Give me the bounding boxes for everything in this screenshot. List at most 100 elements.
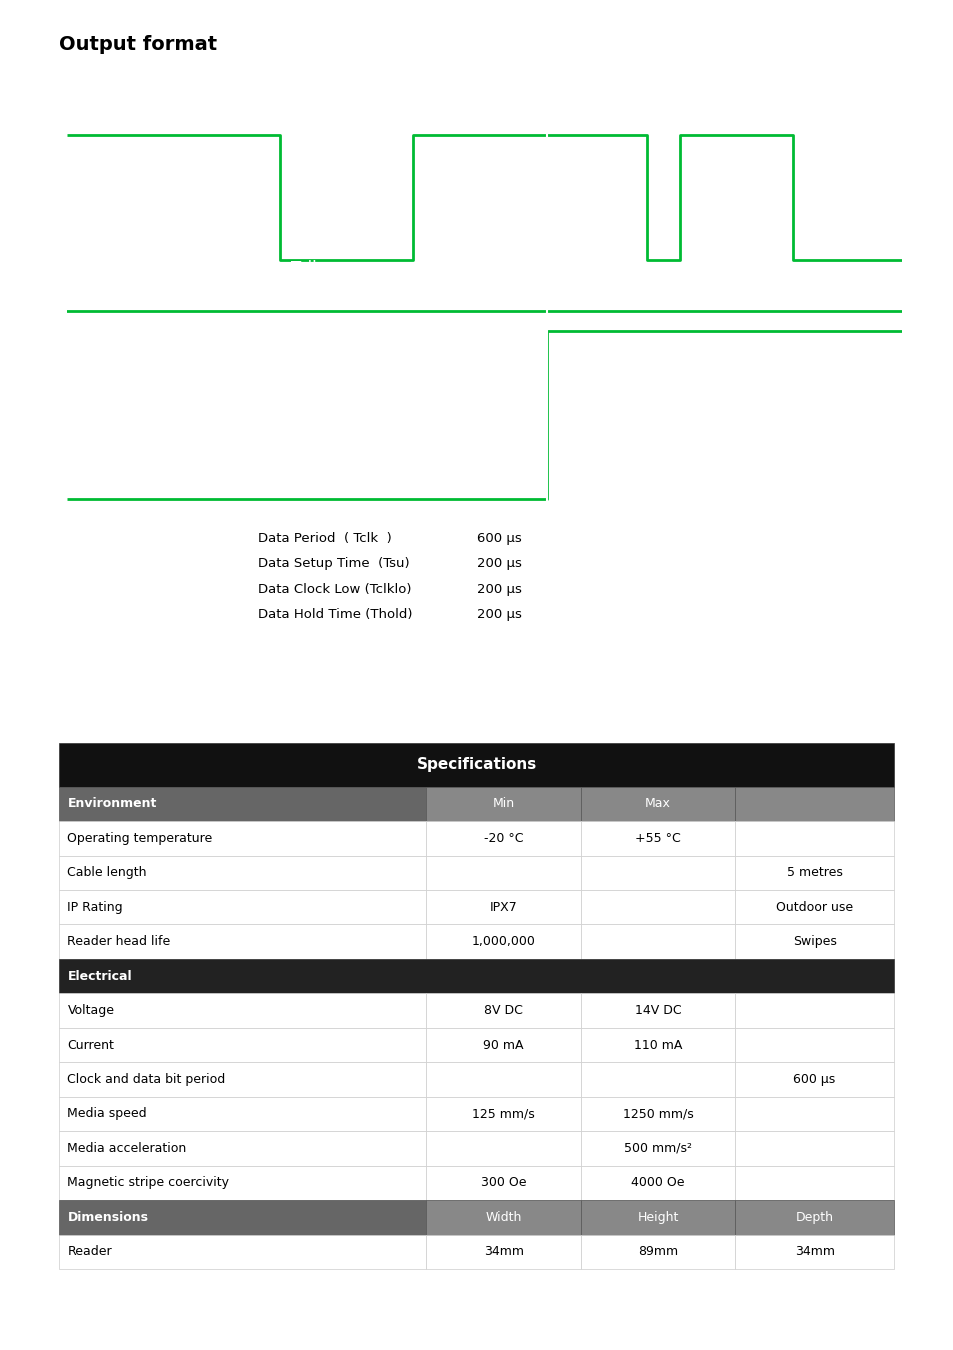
Bar — [735, 1200, 893, 1234]
Text: 1,000,000: 1,000,000 — [471, 936, 535, 948]
Text: Swipes: Swipes — [792, 936, 836, 948]
Bar — [580, 994, 735, 1027]
Bar — [426, 1096, 580, 1131]
Bar — [59, 1165, 426, 1200]
Bar — [426, 787, 580, 821]
Text: 4000 Oe: 4000 Oe — [631, 1176, 684, 1189]
Text: Tsu: Tsu — [160, 176, 187, 194]
Bar — [735, 1165, 893, 1200]
Text: 125 mm/s: 125 mm/s — [472, 1107, 535, 1120]
Text: Thold: Thold — [455, 176, 504, 194]
Text: Height: Height — [637, 1211, 678, 1224]
Bar — [59, 925, 426, 958]
Bar — [735, 787, 893, 821]
Bar — [59, 1062, 426, 1096]
Bar — [580, 890, 735, 925]
Text: 500 mm/s²: 500 mm/s² — [623, 1142, 691, 1154]
Text: 34mm: 34mm — [483, 1245, 523, 1258]
Bar — [59, 994, 426, 1027]
Bar — [735, 1096, 893, 1131]
Bar — [426, 1027, 580, 1062]
Text: Data Setup Time  (Tsu): Data Setup Time (Tsu) — [257, 558, 409, 571]
Text: 200 μs: 200 μs — [476, 608, 521, 621]
Bar — [735, 1027, 893, 1062]
Text: Environment: Environment — [68, 798, 156, 810]
Text: 8V DC: 8V DC — [484, 1004, 522, 1017]
Bar — [426, 925, 580, 958]
Text: IP Rating: IP Rating — [68, 900, 123, 914]
Bar — [426, 821, 580, 856]
Text: 110 mA: 110 mA — [633, 1038, 681, 1052]
Bar — [59, 1234, 426, 1269]
Text: 89mm: 89mm — [638, 1245, 678, 1258]
Bar — [735, 890, 893, 925]
Bar — [59, 787, 426, 821]
Bar — [59, 821, 426, 856]
Text: Voltage: Voltage — [68, 1004, 114, 1017]
Bar — [59, 1131, 426, 1165]
Bar — [735, 994, 893, 1027]
Text: IPX7: IPX7 — [489, 900, 517, 914]
Text: Depth: Depth — [795, 1211, 833, 1224]
Bar — [580, 1165, 735, 1200]
Text: Min: Min — [492, 798, 515, 810]
Text: 14V DC: 14V DC — [634, 1004, 680, 1017]
Text: 90 mA: 90 mA — [483, 1038, 523, 1052]
Text: -20 °C: -20 °C — [483, 832, 523, 845]
Text: 200 μs: 200 μs — [476, 558, 521, 571]
Bar — [59, 890, 426, 925]
Text: 300 Oe: 300 Oe — [480, 1176, 526, 1189]
Text: Data Period  ( Tclk  ): Data Period ( Tclk ) — [257, 532, 391, 545]
Bar — [580, 925, 735, 958]
Bar — [59, 1096, 426, 1131]
Bar — [426, 1062, 580, 1096]
Bar — [735, 821, 893, 856]
Text: Magnetic stripe coercivity: Magnetic stripe coercivity — [68, 1176, 230, 1189]
Bar — [426, 890, 580, 925]
Text: Reader: Reader — [68, 1245, 112, 1258]
Bar — [580, 1096, 735, 1131]
Text: Specifications: Specifications — [416, 757, 537, 772]
Text: Clock and data bit period: Clock and data bit period — [68, 1073, 226, 1085]
Text: 600 μs: 600 μs — [793, 1073, 835, 1085]
Text: 600 μs: 600 μs — [476, 532, 521, 545]
Bar — [426, 994, 580, 1027]
Text: Data Clock Low (Tclklo): Data Clock Low (Tclklo) — [257, 583, 411, 595]
Text: 1250 mm/s: 1250 mm/s — [622, 1107, 693, 1120]
Text: Data 0: Data 0 — [276, 406, 336, 424]
Bar — [580, 1027, 735, 1062]
Text: 200 μs: 200 μs — [476, 583, 521, 595]
Bar — [580, 856, 735, 890]
Text: Width: Width — [485, 1211, 521, 1224]
Text: Dimensions: Dimensions — [68, 1211, 149, 1224]
Text: Electrical: Electrical — [68, 969, 132, 983]
Bar — [580, 1131, 735, 1165]
Text: Cable length: Cable length — [68, 867, 147, 879]
Bar — [735, 1062, 893, 1096]
Bar — [59, 1027, 426, 1062]
Text: 34mm: 34mm — [794, 1245, 834, 1258]
Text: +55 °C: +55 °C — [635, 832, 680, 845]
Bar — [580, 1200, 735, 1234]
Text: Output format: Output format — [59, 35, 217, 54]
Text: Max: Max — [644, 798, 670, 810]
Bar — [426, 856, 580, 890]
Bar — [426, 1200, 580, 1234]
Bar — [735, 856, 893, 890]
Bar — [59, 743, 893, 787]
Bar — [59, 1200, 426, 1234]
Bar — [580, 787, 735, 821]
Bar — [735, 925, 893, 958]
Bar — [735, 1131, 893, 1165]
Bar — [426, 1165, 580, 1200]
Bar — [59, 958, 893, 994]
Text: Outdoor use: Outdoor use — [775, 900, 852, 914]
Text: Tclklo: Tclklo — [323, 176, 369, 194]
Bar — [580, 1234, 735, 1269]
Bar — [735, 1234, 893, 1269]
Bar — [426, 1234, 580, 1269]
Text: Current: Current — [68, 1038, 114, 1052]
Bar — [59, 856, 426, 890]
Bar — [580, 1062, 735, 1096]
Text: Operating temperature: Operating temperature — [68, 832, 213, 845]
